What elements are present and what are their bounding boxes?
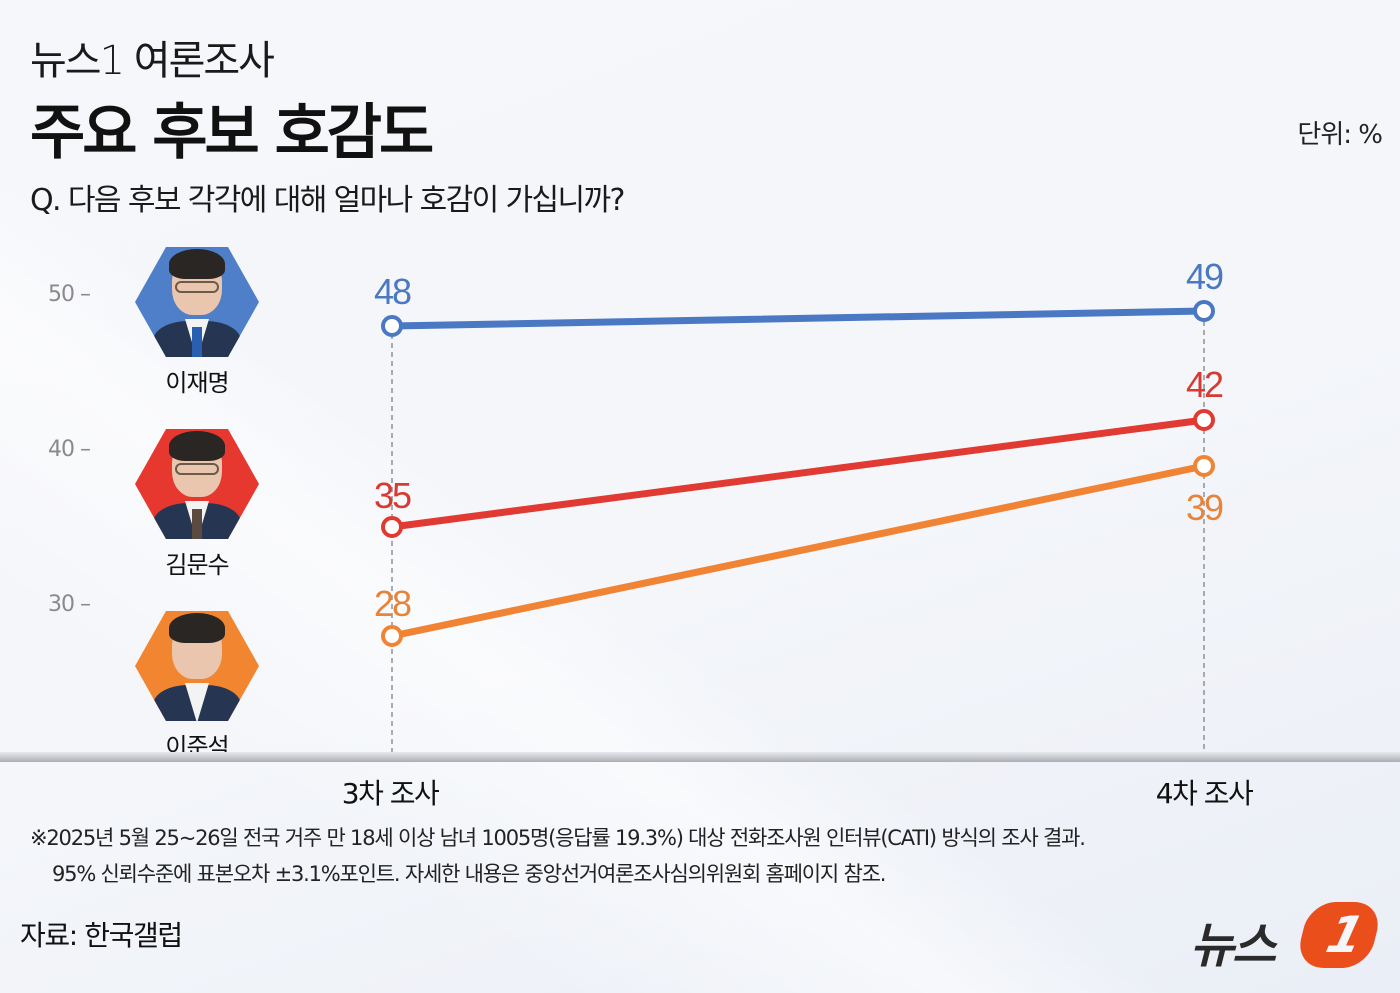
logo-badge-number: 1 xyxy=(1320,906,1371,964)
note-line-2: 95% 신뢰수준에 표본오차 ±3.1%포인트. 자세한 내용은 중앙선거여론조… xyxy=(52,862,886,886)
candidate-lee-jun-seok: 이준석 xyxy=(135,611,259,762)
x-label-4th-survey: 4차 조사 xyxy=(1155,777,1254,810)
point-marker xyxy=(1193,455,1215,477)
candidate-kim-moon-soo: 김문수 xyxy=(135,429,259,580)
point-marker xyxy=(381,625,403,647)
value-label: 39 xyxy=(1186,487,1223,528)
candidate-photo-icon xyxy=(135,247,259,357)
methodology-note: ※2025년 5월 25~26일 전국 거주 만 18세 이상 남녀 1005명… xyxy=(30,820,1086,892)
candidate-name: 이재명 xyxy=(165,369,229,397)
x-label-3rd-survey: 3차 조사 xyxy=(341,777,440,810)
y-tick-40: 40 – xyxy=(48,437,91,462)
candidate-name: 김문수 xyxy=(165,551,229,579)
value-label: 49 xyxy=(1186,256,1223,297)
survey-question: Q. 다음 후보 각각에 대해 얼마나 호감이 가십니까? xyxy=(30,183,625,218)
point-marker xyxy=(1193,409,1215,431)
y-tick-30: 30 – xyxy=(48,592,91,617)
value-label: 42 xyxy=(1186,364,1223,405)
point-marker xyxy=(381,516,403,538)
value-label: 28 xyxy=(374,583,411,624)
series-line-kim-moon-soo xyxy=(388,416,1208,531)
unit-label: 단위: % xyxy=(1297,120,1383,150)
logo-badge-icon: 1 xyxy=(1293,902,1385,968)
series-line-lee-jae-myung xyxy=(388,307,1208,330)
value-label: 35 xyxy=(374,475,411,516)
news1-logo: 뉴스 1 xyxy=(1190,900,1385,974)
series-line-lee-jun-seok xyxy=(388,462,1208,640)
note-line-1: ※2025년 5월 25~26일 전국 거주 만 18세 이상 남녀 1005명… xyxy=(30,826,1086,850)
axis-separator xyxy=(0,752,1400,762)
page-title: 주요 후보 호감도 xyxy=(30,98,434,168)
point-marker xyxy=(381,315,403,337)
kicker: 뉴스1 여론조사 xyxy=(30,38,275,84)
candidate-lee-jae-myung: 이재명 xyxy=(135,247,259,398)
point-marker xyxy=(1193,300,1215,322)
y-tick-50: 50 – xyxy=(48,282,91,307)
source-label: 자료: 한국갤럽 xyxy=(20,919,183,952)
logo-text: 뉴스 xyxy=(1190,918,1276,974)
value-label: 48 xyxy=(374,271,411,312)
